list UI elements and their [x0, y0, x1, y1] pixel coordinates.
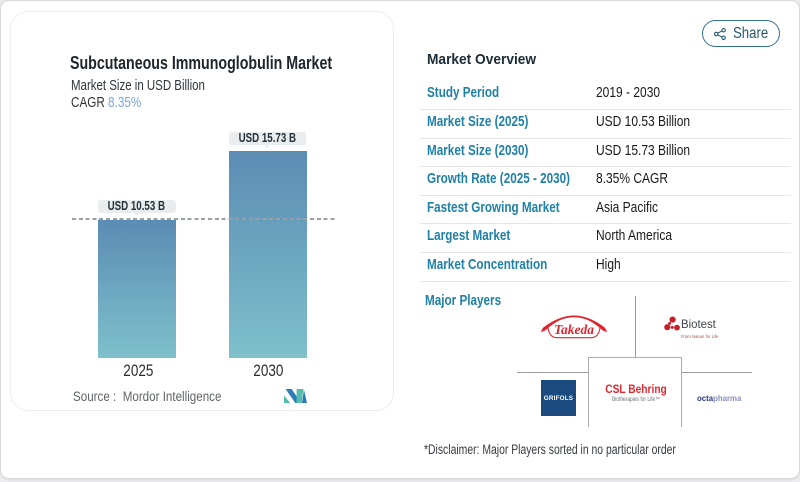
svg-text:Takeda: Takeda [554, 322, 594, 337]
